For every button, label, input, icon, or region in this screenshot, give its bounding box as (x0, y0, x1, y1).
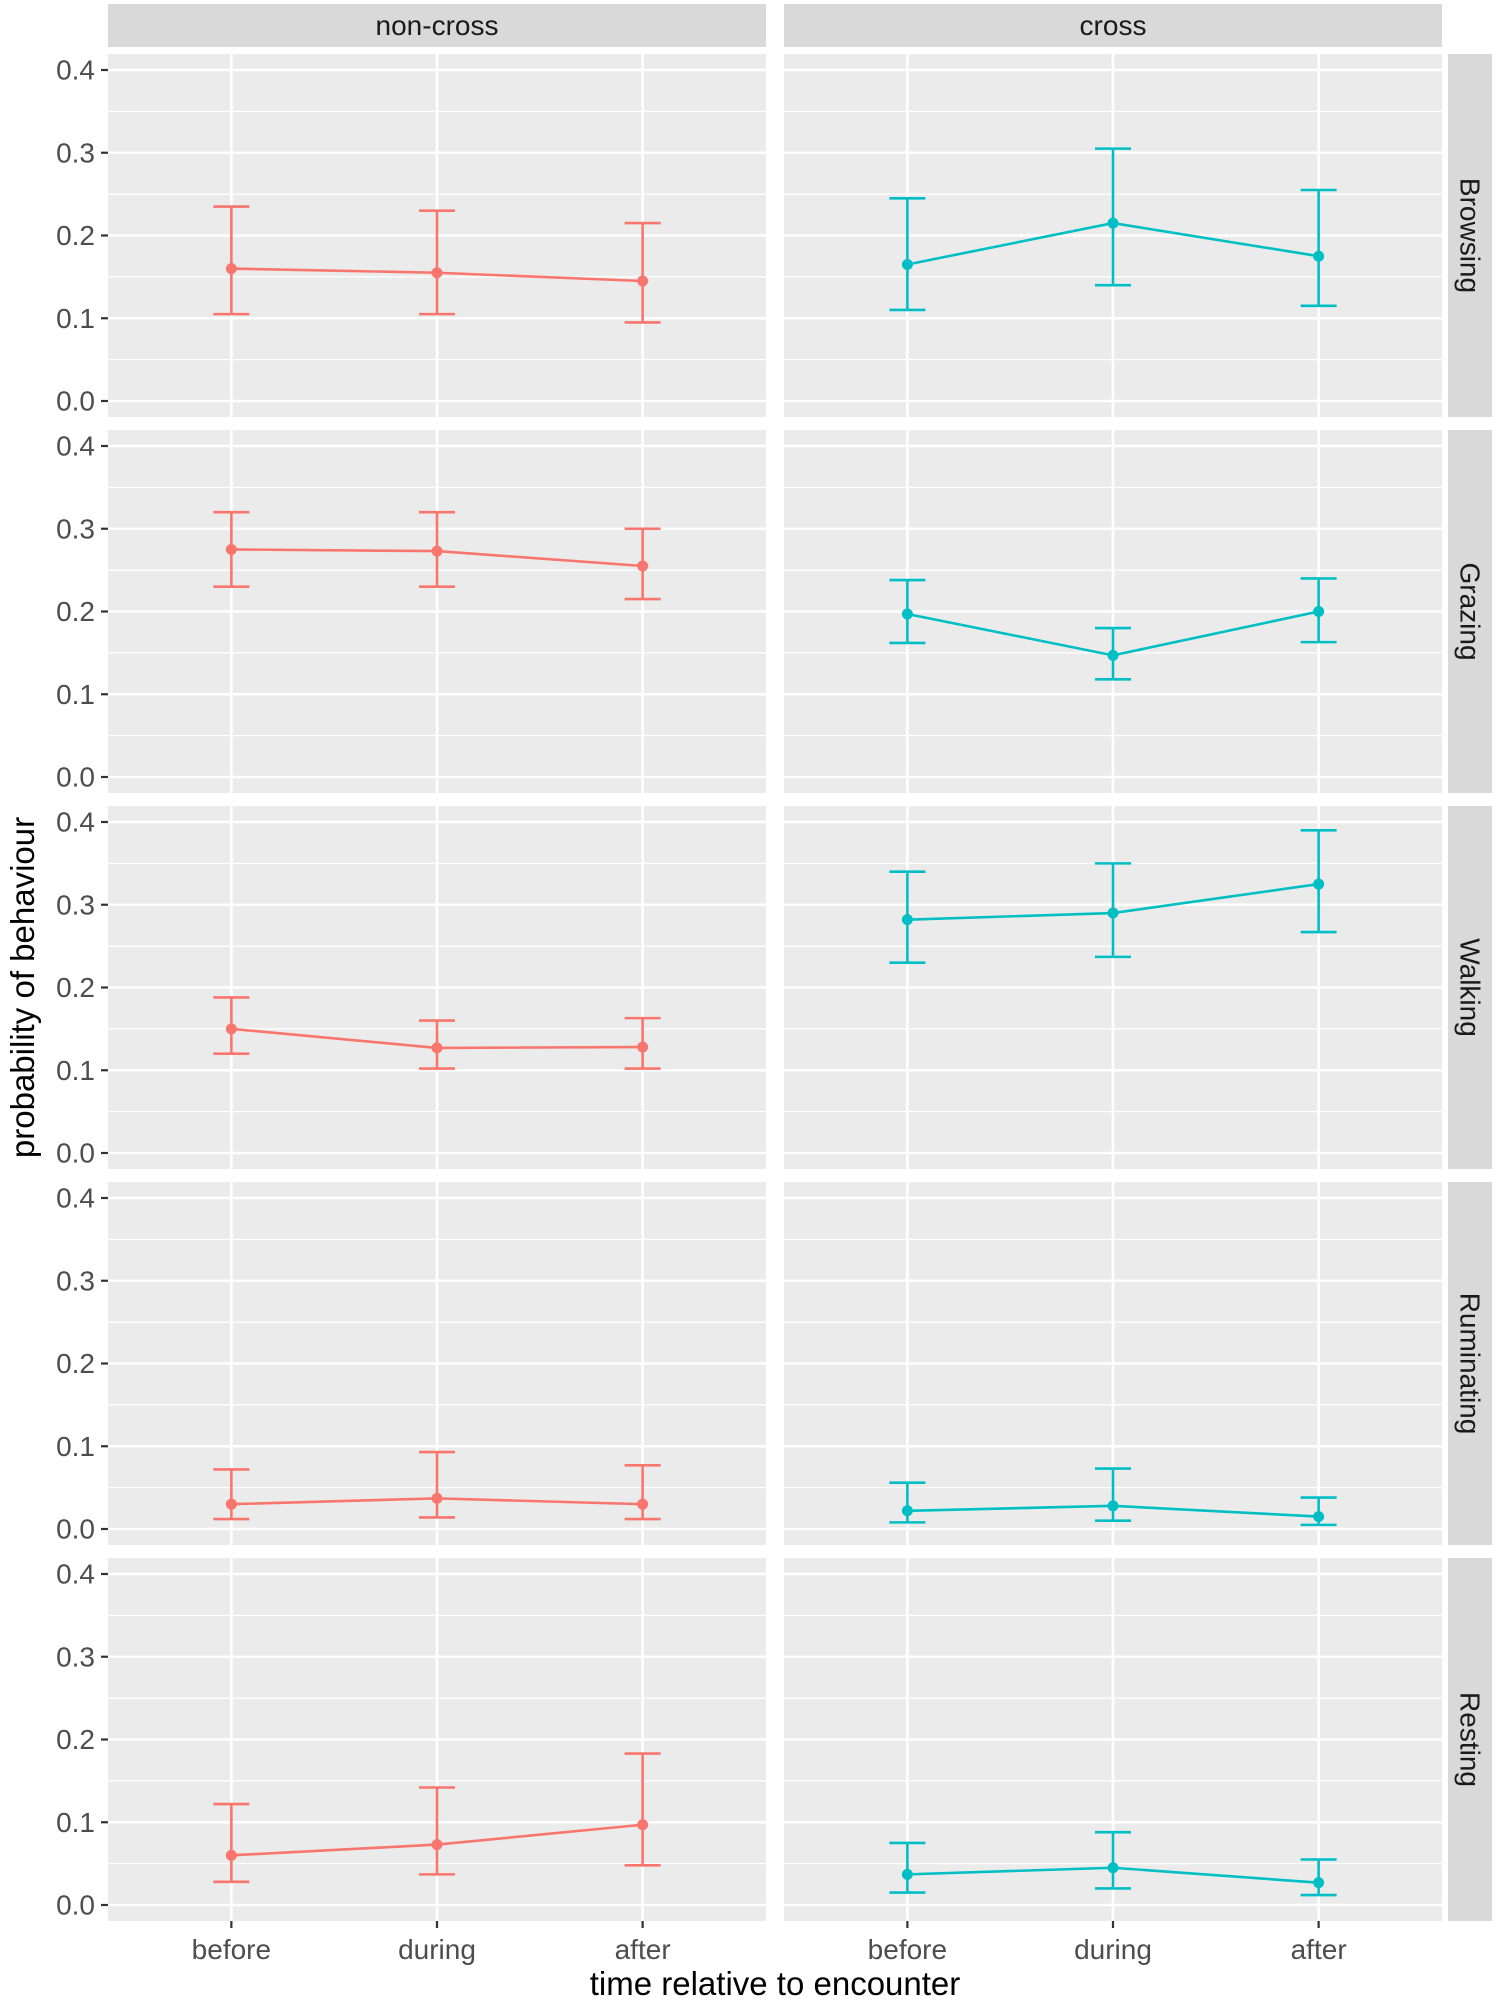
facet-col-label: cross (1080, 10, 1147, 41)
y-tick-label: 0.2 (56, 1724, 95, 1755)
data-point (431, 267, 443, 279)
data-point (637, 275, 649, 287)
facet-strip-right (1448, 1182, 1492, 1545)
data-point (901, 1505, 913, 1517)
facet-row-label: Resting (1455, 1692, 1486, 1787)
facet-strip-top (784, 4, 1442, 47)
x-tick-label: during (398, 1934, 476, 1965)
facet-strip-right (1448, 430, 1492, 793)
y-tick-label: 0.3 (56, 1641, 95, 1672)
data-point (1107, 907, 1119, 919)
facet-row-label: Grazing (1455, 562, 1486, 660)
data-point (637, 1819, 649, 1831)
x-tick-label: before (192, 1934, 271, 1965)
x-tick-label: after (1291, 1934, 1347, 1965)
data-point (225, 1023, 237, 1035)
data-point (1313, 1877, 1325, 1889)
x-tick-label: before (868, 1934, 947, 1965)
data-point (1313, 250, 1325, 262)
data-point (431, 1839, 443, 1851)
y-tick-label: 0.3 (56, 889, 95, 920)
data-point (1313, 1511, 1325, 1523)
facet-row-label: Browsing (1455, 178, 1486, 293)
y-tick-label: 0.3 (56, 1265, 95, 1296)
y-tick-label: 0.4 (56, 55, 95, 86)
data-point (1313, 878, 1325, 890)
x-tick-label: during (1074, 1934, 1152, 1965)
facet-strip-top (108, 4, 766, 47)
data-point (901, 1868, 913, 1880)
y-tick-label: 0.1 (56, 1055, 95, 1086)
data-point (637, 1041, 649, 1053)
data-point (225, 1498, 237, 1510)
y-tick-label: 0.4 (56, 1183, 95, 1214)
y-tick-label: 0.1 (56, 303, 95, 334)
y-tick-label: 0.0 (56, 1138, 95, 1169)
y-tick-label: 0.1 (56, 679, 95, 710)
data-point (901, 608, 913, 620)
y-axis-title: probability of behaviour (4, 817, 41, 1158)
data-point (637, 560, 649, 572)
y-tick-label: 0.2 (56, 596, 95, 627)
x-tick-label: after (615, 1934, 671, 1965)
data-point (431, 1042, 443, 1054)
y-tick-label: 0.0 (56, 762, 95, 793)
y-tick-label: 0.2 (56, 972, 95, 1003)
y-tick-label: 0.0 (56, 1514, 95, 1545)
y-tick-label: 0.3 (56, 513, 95, 544)
data-point (1107, 217, 1119, 229)
data-point (431, 1492, 443, 1504)
facet-row-label: Ruminating (1455, 1293, 1486, 1435)
facet-col-label: non-cross (376, 10, 499, 41)
y-tick-label: 0.4 (56, 1559, 95, 1590)
data-point (1107, 1862, 1119, 1874)
y-tick-label: 0.4 (56, 431, 95, 462)
y-tick-label: 0.2 (56, 1348, 95, 1379)
data-point (225, 263, 237, 275)
y-tick-label: 0.3 (56, 137, 95, 168)
data-point (1107, 1500, 1119, 1512)
y-tick-label: 0.0 (56, 386, 95, 417)
facet-strip-right (1448, 806, 1492, 1169)
x-axis-title: time relative to encounter (590, 1965, 961, 2002)
y-tick-label: 0.2 (56, 220, 95, 251)
y-tick-label: 0.1 (56, 1807, 95, 1838)
data-point (901, 914, 913, 926)
data-point (225, 1849, 237, 1861)
data-point (431, 545, 443, 557)
y-tick-label: 0.0 (56, 1890, 95, 1921)
data-point (1107, 649, 1119, 661)
y-tick-label: 0.4 (56, 807, 95, 838)
data-point (637, 1498, 649, 1510)
facet-strip-right (1448, 1558, 1492, 1921)
data-point (225, 543, 237, 555)
facet-strip-right (1448, 54, 1492, 417)
data-point (1313, 606, 1325, 617)
facet-row-label: Walking (1455, 938, 1486, 1037)
y-tick-label: 0.1 (56, 1431, 95, 1462)
data-point (901, 258, 913, 270)
